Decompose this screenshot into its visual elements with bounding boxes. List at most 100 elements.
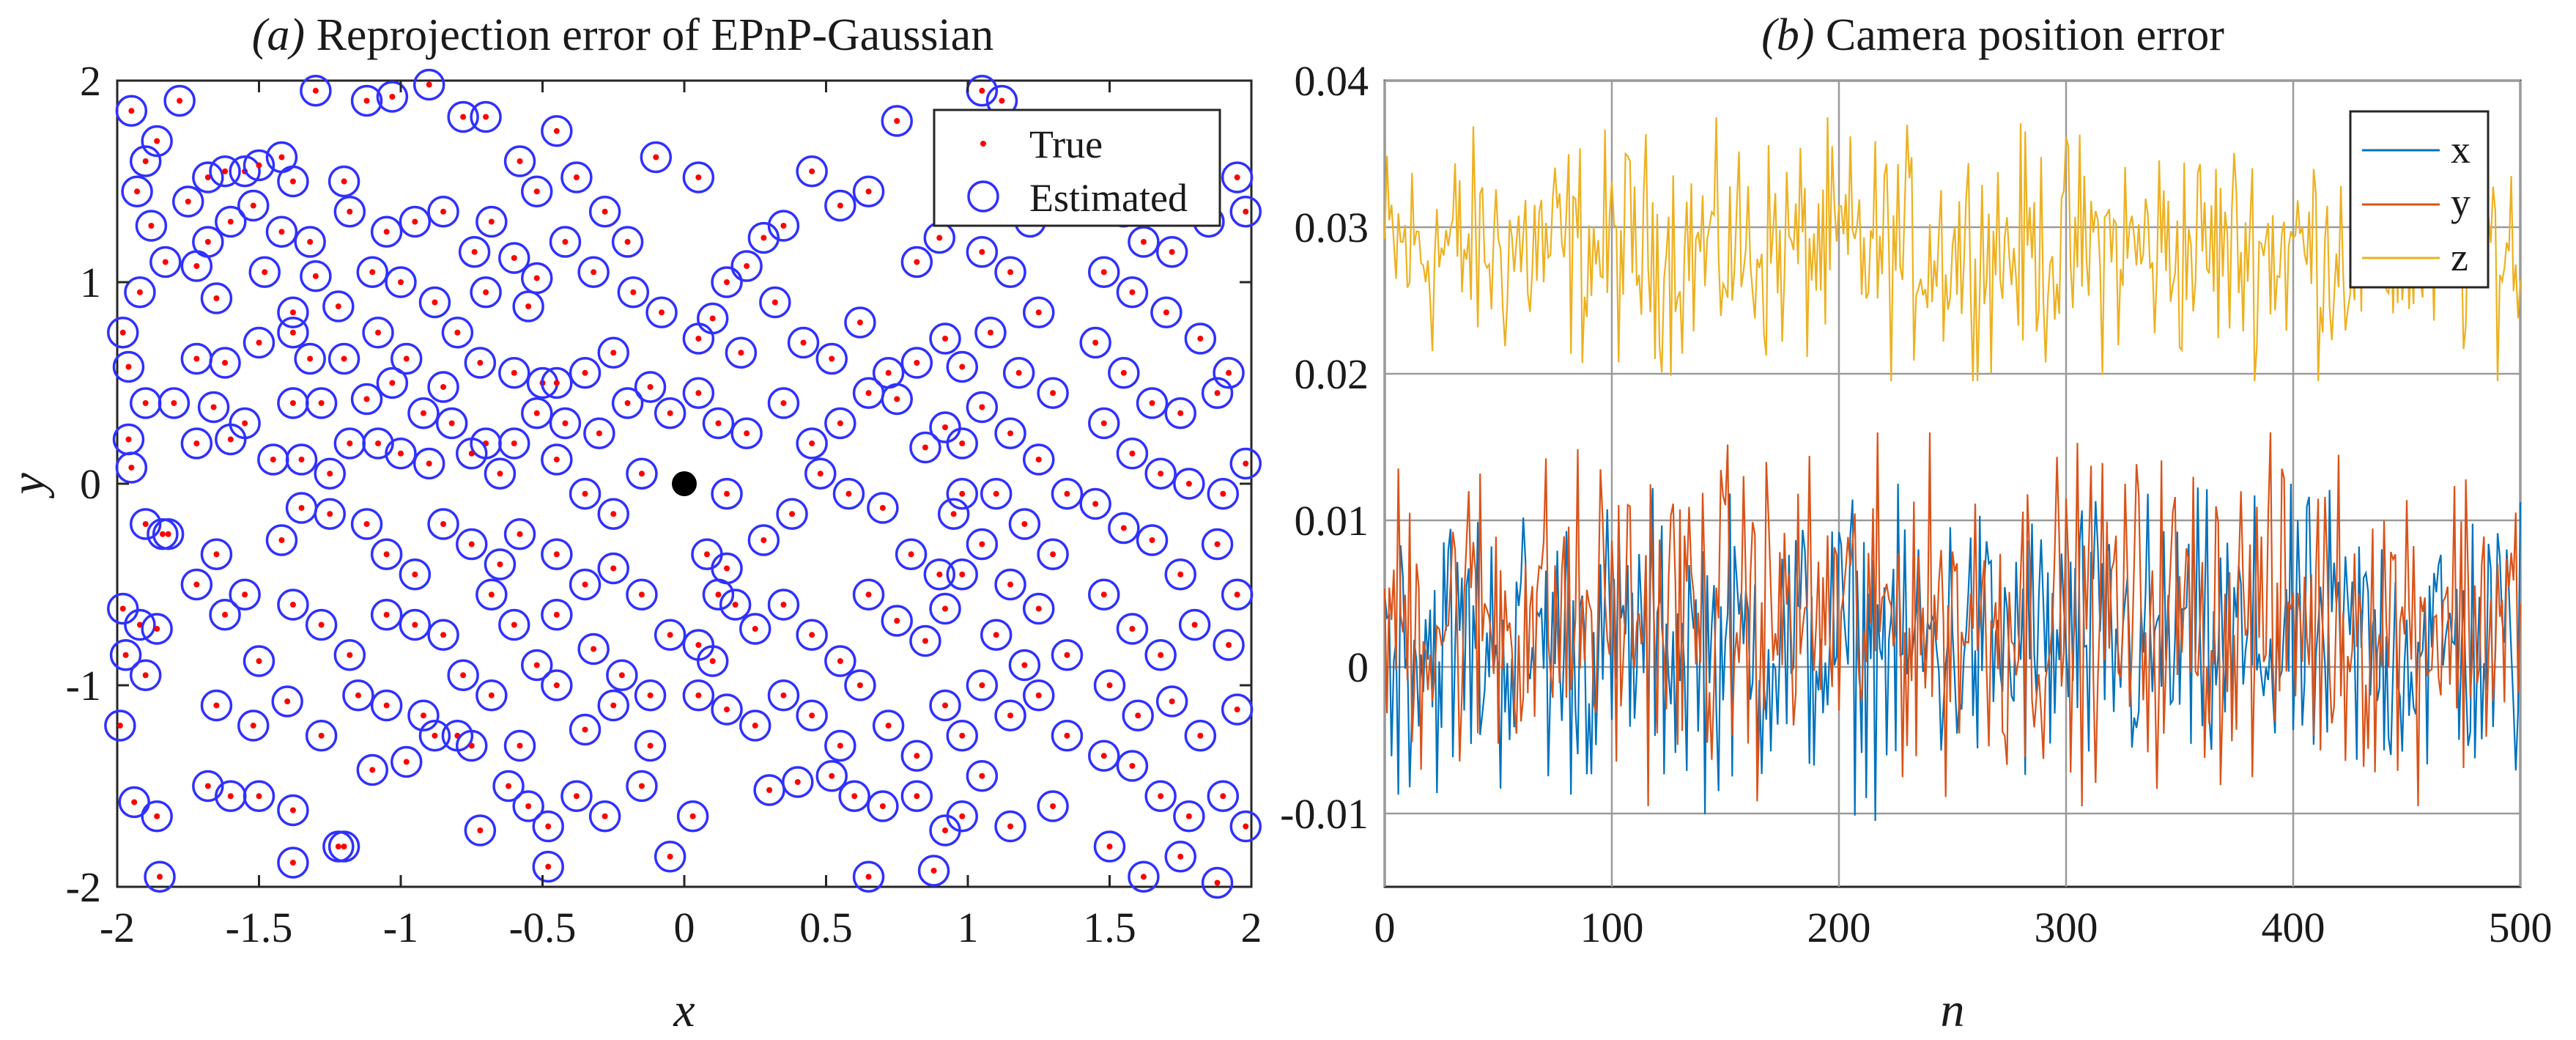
- estimated-point: [776, 498, 808, 530]
- true-point: [732, 602, 739, 608]
- true-point: [914, 259, 920, 265]
- true-point: [1135, 712, 1141, 719]
- true-point: [1169, 698, 1175, 704]
- scatter-point: [1184, 322, 1217, 355]
- scatter-point: [521, 649, 553, 682]
- estimated-point: [929, 689, 961, 722]
- estimated-point: [597, 552, 629, 585]
- true-point: [610, 702, 617, 709]
- true-point: [865, 591, 872, 598]
- scatter-point: [541, 669, 573, 701]
- scatter-point: [141, 125, 173, 158]
- scatter-point: [470, 276, 502, 309]
- scatter-point: [1221, 161, 1254, 193]
- estimated-point: [521, 397, 553, 429]
- scatter-point: [946, 720, 979, 752]
- estimated-point: [815, 760, 848, 792]
- scatter-point: [1173, 468, 1205, 500]
- scatter-point: [881, 383, 913, 416]
- estimated-point: [1184, 720, 1217, 752]
- estimated-point: [1213, 629, 1245, 661]
- line-x-tick-label: 200: [1807, 904, 1871, 951]
- estimated-point: [277, 794, 309, 827]
- true-point: [1129, 763, 1136, 769]
- estimated-point: [435, 407, 468, 440]
- true-point: [724, 279, 730, 285]
- scatter-point: [172, 185, 204, 218]
- scatter-point: [243, 326, 275, 359]
- scatter-x-tick-label: -1.5: [226, 904, 293, 951]
- scatter-point: [180, 568, 213, 601]
- estimated-point: [1136, 524, 1169, 556]
- scatter-point: [909, 624, 941, 657]
- true-point: [979, 248, 985, 255]
- true-point: [610, 511, 617, 517]
- true-point: [222, 168, 229, 174]
- true-point: [752, 723, 758, 729]
- estimated-point: [237, 189, 270, 222]
- estimated-point: [1221, 693, 1254, 726]
- scatter-point: [118, 786, 150, 819]
- scatter-point: [980, 619, 1013, 651]
- scatter-point: [759, 286, 791, 319]
- estimated-point: [626, 578, 658, 611]
- estimated-point: [503, 518, 536, 550]
- true-point: [420, 410, 426, 416]
- true-point: [440, 384, 447, 390]
- true-point: [148, 223, 155, 229]
- estimated-point: [929, 411, 961, 443]
- estimated-point: [407, 699, 440, 731]
- estimated-point: [503, 729, 536, 762]
- estimated-point: [456, 528, 488, 561]
- true-point: [837, 658, 843, 664]
- scatter-point: [946, 427, 979, 460]
- scatter-point: [498, 608, 530, 641]
- estimated-point: [180, 427, 213, 460]
- scatter-point: [1116, 613, 1149, 645]
- true-point: [959, 490, 966, 497]
- scatter-point: [435, 407, 468, 440]
- scatter-point: [569, 713, 602, 746]
- scatter-point: [634, 679, 667, 712]
- scatter-point: [1155, 236, 1188, 268]
- estimated-point: [1116, 438, 1149, 470]
- estimated-point: [121, 175, 153, 207]
- scatter-point: [541, 115, 573, 147]
- estimated-point: [994, 568, 1026, 601]
- true-point: [1015, 369, 1022, 376]
- true-point: [573, 793, 580, 800]
- true-point: [420, 712, 426, 719]
- scatter-point: [966, 669, 999, 701]
- line-y-tick-label: 0: [1347, 643, 1369, 691]
- true-point: [363, 396, 370, 402]
- estimated-point: [390, 745, 423, 778]
- estimated-point: [124, 608, 156, 641]
- scatter-point: [966, 391, 999, 424]
- true-point: [154, 813, 160, 819]
- scatter-point: [917, 855, 950, 887]
- true-point: [1177, 410, 1184, 416]
- true-point: [488, 218, 495, 225]
- estimated-point: [852, 175, 885, 207]
- scatter-point: [512, 290, 544, 322]
- true-point: [553, 128, 560, 134]
- estimated-point: [588, 196, 621, 228]
- scatter-point: [747, 221, 780, 254]
- scatter-point: [946, 478, 979, 510]
- true-point: [885, 369, 892, 376]
- true-point: [794, 779, 801, 785]
- center-point: [672, 471, 697, 496]
- true-point: [809, 632, 815, 638]
- estimated-point: [1201, 377, 1234, 409]
- scatter-point: [1144, 780, 1177, 812]
- estimated-point: [966, 760, 999, 792]
- estimated-point: [129, 508, 162, 540]
- scatter-point: [277, 589, 309, 621]
- estimated-point: [569, 478, 602, 510]
- scatter-point: [1088, 407, 1120, 440]
- scatter-point: [237, 189, 270, 222]
- scatter-point: [796, 155, 828, 188]
- true-point: [119, 605, 126, 612]
- true-point: [468, 450, 475, 457]
- true-point: [780, 400, 787, 406]
